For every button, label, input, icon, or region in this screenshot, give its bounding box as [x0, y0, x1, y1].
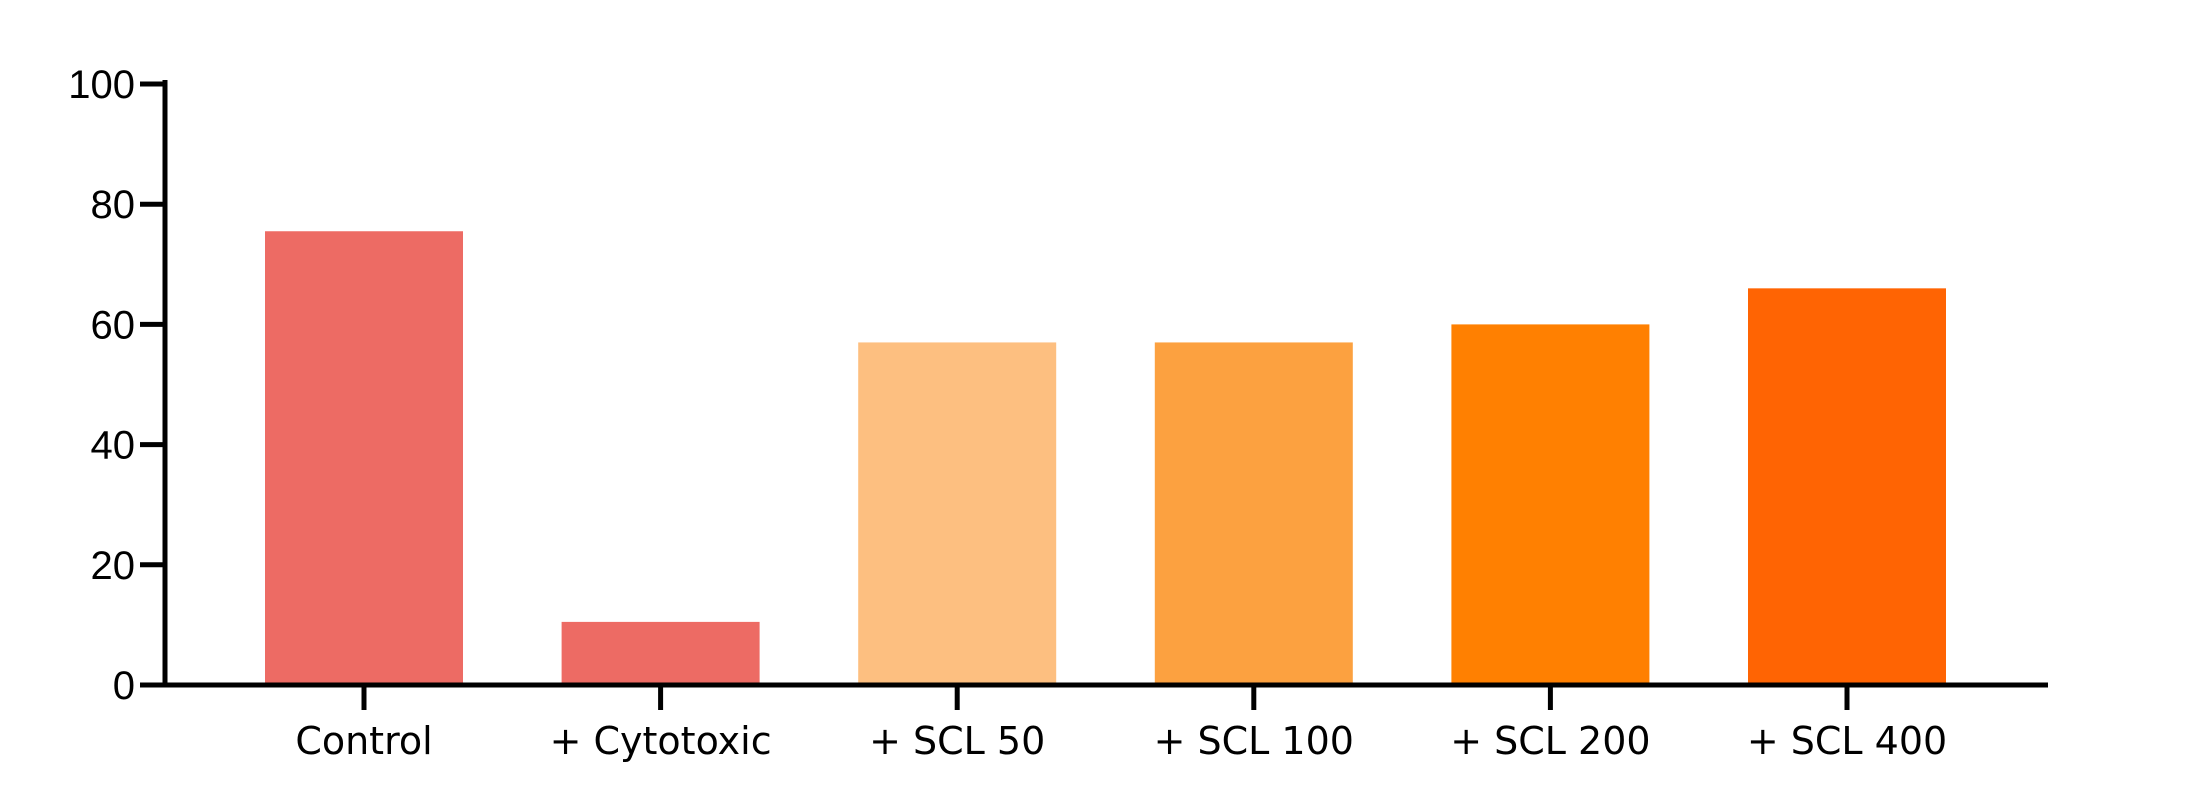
axes-group — [162, 80, 2048, 688]
y-tick-label-0: 0 — [113, 664, 135, 708]
x-tick-label-1: + Cytotoxic — [550, 719, 772, 763]
bar-1 — [561, 621, 760, 685]
bar-0 — [265, 231, 463, 685]
bar-2 — [858, 342, 1057, 685]
bar-4 — [1451, 324, 1650, 685]
y-tick-label-2: 40 — [91, 424, 136, 468]
bar-5 — [1748, 288, 1946, 685]
bar-3 — [1154, 342, 1353, 685]
x-tick-label-0: Control — [295, 719, 432, 763]
y-tick-label-3: 60 — [91, 303, 136, 347]
y-tick-label-1: 20 — [91, 544, 136, 588]
x-tick-label-5: + SCL 400 — [1747, 719, 1947, 763]
x-tick-label-2: + SCL 50 — [869, 719, 1045, 763]
x-ticks-group: Control + Cytotoxic + SCL 50 + SCL 100 + SCL… — [295, 685, 1947, 763]
bars-group — [265, 231, 1946, 685]
y-ticks-group: 0 20 40 60 80 100 — [68, 63, 165, 708]
x-tick-label-4: + SCL 200 — [1450, 719, 1650, 763]
x-tick-label-3: + SCL 100 — [1154, 719, 1354, 763]
y-tick-label-5: 100 — [68, 63, 135, 107]
y-tick-label-4: 80 — [91, 183, 136, 227]
